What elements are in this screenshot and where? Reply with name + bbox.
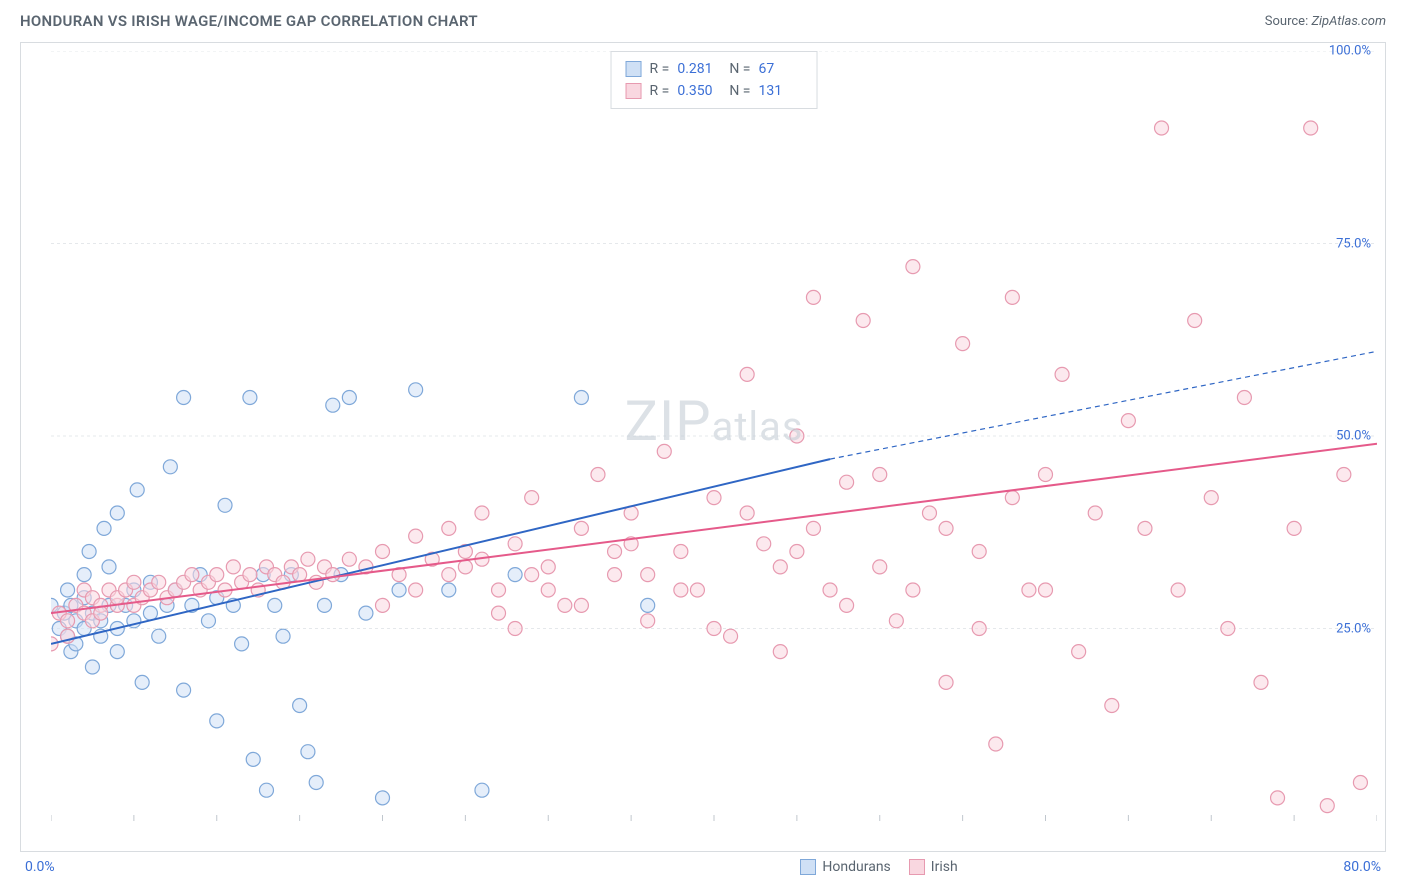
swatch-icon	[626, 83, 642, 99]
header: HONDURAN VS IRISH WAGE/INCOME GAP CORREL…	[0, 0, 1406, 38]
chart-container: HONDURAN VS IRISH WAGE/INCOME GAP CORREL…	[0, 0, 1406, 892]
legend-item: Hondurans	[800, 859, 890, 875]
y-tick-label: 50.0%	[1336, 429, 1371, 444]
legend: Hondurans Irish	[800, 859, 957, 875]
source-label: Source: ZipAtlas.com	[1265, 14, 1386, 29]
legend-item: Irish	[909, 859, 958, 875]
x-axis-start: 0.0%	[25, 859, 55, 875]
stats-row: R =0.281 N =67	[626, 58, 803, 80]
x-axis-footer: 0.0% Hondurans Irish 80.0%	[21, 859, 1385, 875]
y-tick-label: 75.0%	[1336, 236, 1371, 251]
swatch-icon	[800, 859, 816, 875]
source-link[interactable]: ZipAtlas.com	[1311, 14, 1386, 29]
swatch-icon	[909, 859, 925, 875]
chart-title: HONDURAN VS IRISH WAGE/INCOME GAP CORREL…	[20, 12, 478, 30]
plot-area: ZIPatlas R =0.281 N =67 R =0.350 N =131 …	[51, 51, 1377, 821]
stats-box: R =0.281 N =67 R =0.350 N =131	[611, 51, 818, 109]
x-axis-end: 80.0%	[1343, 859, 1381, 875]
stats-row: R =0.350 N =131	[626, 80, 803, 102]
swatch-icon	[626, 61, 642, 77]
y-tick-label: 100.0%	[1329, 44, 1371, 59]
chart-area: Wage/Income Gap ZIPatlas R =0.281 N =67 …	[20, 42, 1386, 852]
y-tick-label: 25.0%	[1336, 621, 1371, 636]
plot-svg	[51, 51, 1377, 821]
